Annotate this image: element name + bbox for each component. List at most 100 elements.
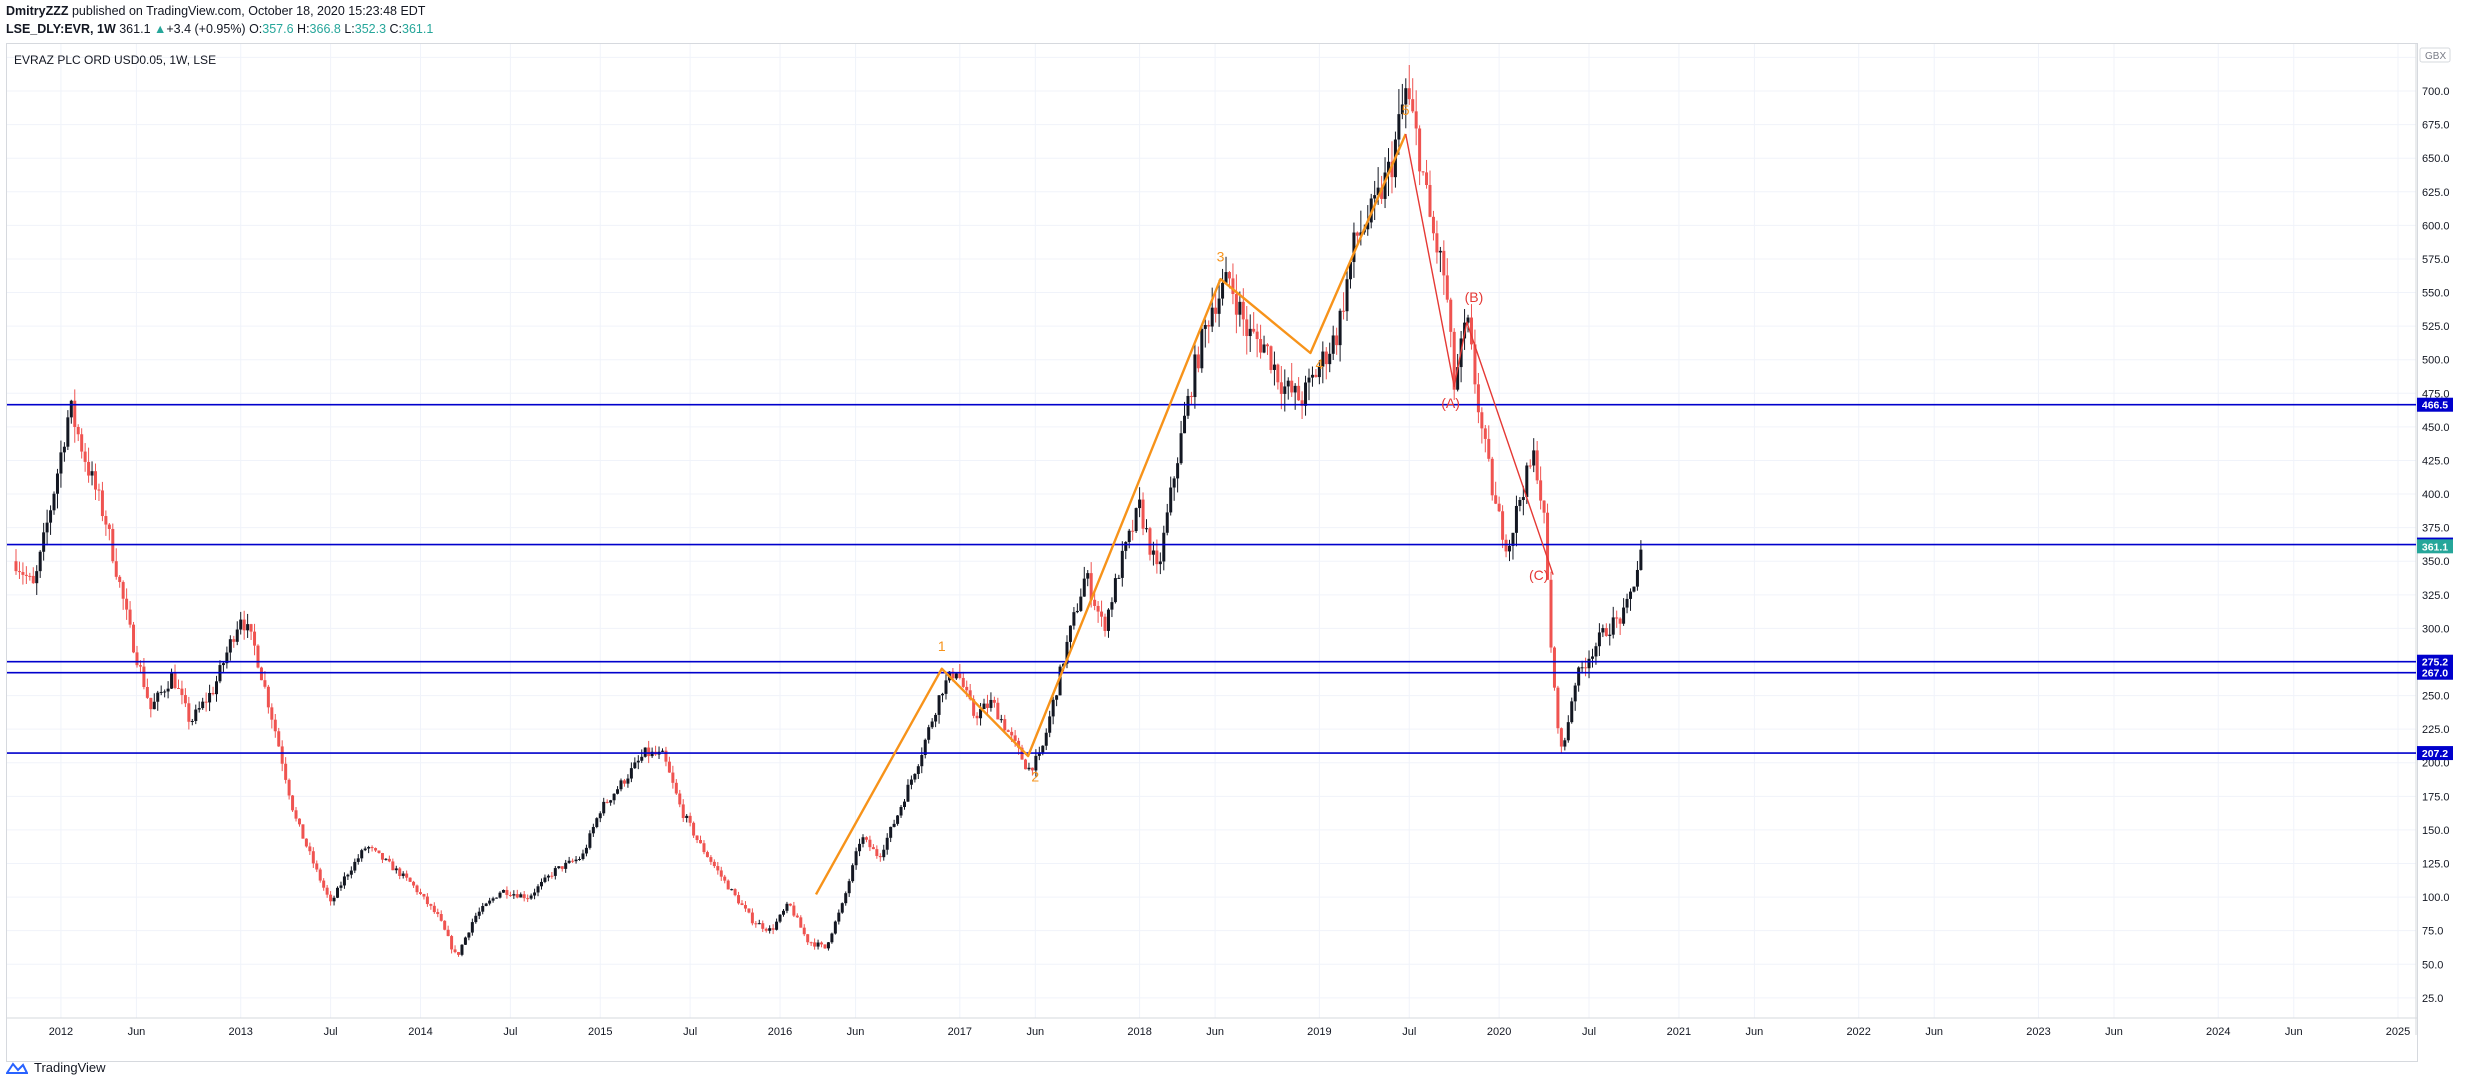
candle-body <box>1113 578 1117 603</box>
candle-body <box>62 446 66 453</box>
candle-body <box>1452 331 1456 390</box>
candle-body <box>553 868 557 876</box>
candle-body <box>1186 395 1190 416</box>
candle-body <box>1559 728 1563 747</box>
candle-body <box>1487 438 1491 459</box>
up-arrow-icon: ▲ <box>154 22 167 36</box>
candle-body <box>367 847 371 849</box>
candle-body <box>1293 385 1297 393</box>
y-tick-label: 600.0 <box>2422 220 2450 232</box>
candle-body <box>100 490 104 517</box>
candle-body <box>94 471 98 490</box>
candle-body <box>1508 545 1512 552</box>
y-tick-label: 50.0 <box>2422 959 2443 971</box>
candle-body <box>972 699 976 716</box>
candle-body <box>522 894 526 899</box>
y-tick-label: 75.0 <box>2422 926 2443 938</box>
y-tick-label: 700.0 <box>2422 86 2450 98</box>
candle-body <box>1189 395 1193 398</box>
candle-body <box>1380 187 1384 199</box>
candle-body <box>1535 450 1539 481</box>
candle-body <box>1421 171 1425 173</box>
y-tick-label: 575.0 <box>2422 254 2450 266</box>
candle-body <box>1141 499 1145 529</box>
candle-body <box>35 571 39 584</box>
footer-brand: TradingView <box>6 1060 106 1075</box>
candle-body <box>284 763 288 780</box>
author-name[interactable]: DmitryZZZ <box>6 4 69 18</box>
candle-body <box>439 914 443 921</box>
x-tick-label: 2022 <box>1846 1026 1870 1038</box>
candle-body <box>277 731 281 747</box>
candle-body <box>239 619 243 630</box>
candle-body <box>1155 550 1159 565</box>
candle-body <box>889 826 893 838</box>
candle-body <box>1348 262 1352 280</box>
symbol-label: LSE_DLY:EVR, 1W <box>6 22 116 36</box>
candle-body <box>1604 628 1608 636</box>
candle-body <box>1151 550 1155 555</box>
candle-body <box>992 699 996 703</box>
candle-body <box>1556 687 1560 729</box>
wave-label: (B) <box>1465 289 1484 305</box>
candle-body <box>1138 499 1142 509</box>
correction-wave-line[interactable] <box>1405 133 1554 575</box>
candle-body <box>1466 317 1470 323</box>
last-price-tag <box>2417 539 2453 554</box>
impulse-wave-line[interactable] <box>814 133 1407 895</box>
candle-body <box>830 933 834 943</box>
candle-body <box>152 701 156 710</box>
candle-body <box>1570 701 1574 723</box>
candle-body <box>408 877 412 882</box>
currency-label: GBX <box>2425 51 2446 62</box>
candle-body <box>1552 647 1556 688</box>
candle-body <box>339 885 343 888</box>
candle-body <box>194 709 198 721</box>
candle-body <box>875 849 879 856</box>
candle-body <box>757 923 761 925</box>
candle-body <box>221 663 225 666</box>
candle-body <box>242 619 246 631</box>
candle-body <box>325 887 329 895</box>
candle-body <box>301 824 305 839</box>
candle-body <box>702 843 706 853</box>
candle-body <box>571 860 575 862</box>
candle-body <box>844 893 848 904</box>
candle-body <box>909 779 913 785</box>
candle-body <box>59 452 63 474</box>
publish-header: DmitryZZZ published on TradingView.com, … <box>6 3 425 19</box>
candle-body <box>1494 495 1498 504</box>
x-tick-label: Jul <box>324 1026 338 1038</box>
tradingview-logo-icon <box>6 1061 28 1074</box>
candle-body <box>809 942 813 944</box>
candle-body <box>1145 528 1149 530</box>
candle-body <box>159 691 163 693</box>
candle-body <box>256 645 260 668</box>
candle-body <box>1010 731 1014 736</box>
wave-label: 4 <box>1315 356 1323 372</box>
candle-body <box>443 920 447 930</box>
candle-body <box>1324 351 1328 365</box>
candle-body <box>979 709 983 719</box>
candle-body <box>1255 331 1259 340</box>
candle-body <box>1431 216 1435 234</box>
candle-body <box>934 714 938 722</box>
candle-body <box>1110 602 1114 610</box>
candle-body <box>847 881 851 894</box>
candle-body <box>1200 328 1204 369</box>
candle-body <box>370 847 374 849</box>
candle-body <box>674 782 678 794</box>
candle-body <box>1304 382 1308 406</box>
candle-body <box>1217 298 1221 314</box>
candle-body <box>1245 319 1249 337</box>
candle-body <box>387 858 391 862</box>
candle-body <box>28 575 32 577</box>
candle-body <box>391 861 395 871</box>
candle-body <box>1117 577 1121 579</box>
candle-body <box>1290 380 1294 393</box>
candle-body <box>118 576 122 583</box>
candle-body <box>743 905 747 909</box>
candle-body <box>1041 745 1045 753</box>
candle-body <box>930 721 934 728</box>
